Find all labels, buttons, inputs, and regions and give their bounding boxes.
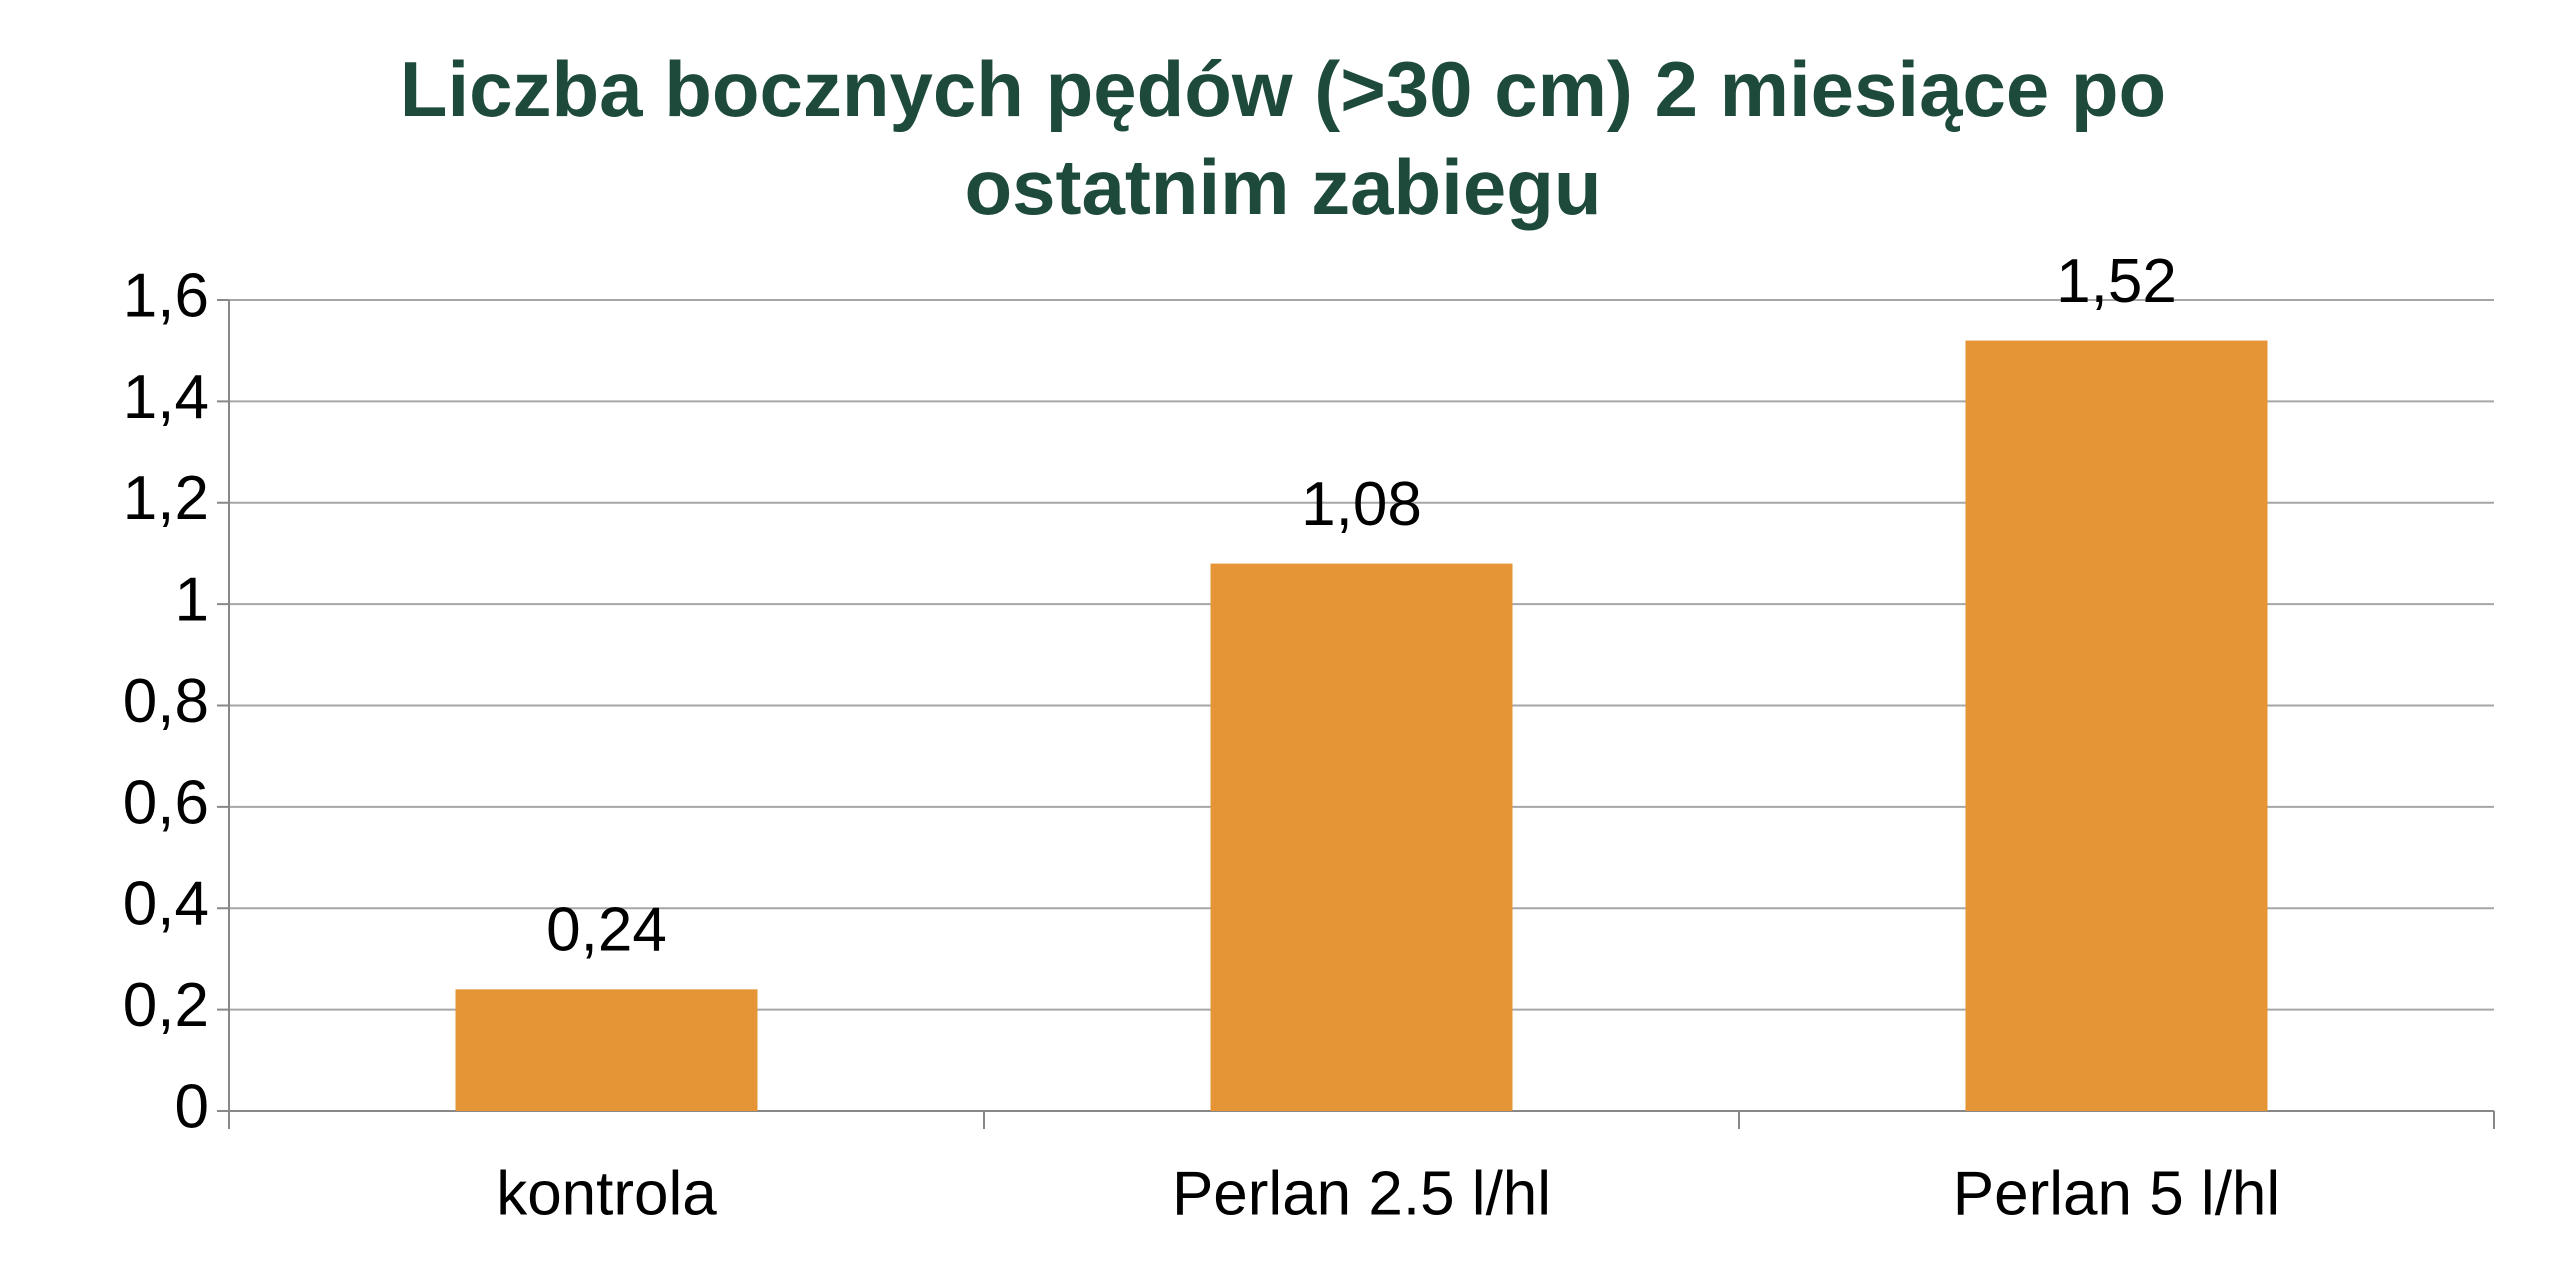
y-tick-label: 1 (175, 566, 209, 635)
x-tick-label: Perlan 5 l/hl (1953, 1159, 2280, 1228)
x-tick-label: Perlan 2.5 l/hl (1172, 1159, 1551, 1228)
bar (1210, 563, 1513, 1111)
y-tick-label: 0,2 (123, 971, 209, 1040)
y-tick-label: 1,4 (123, 363, 209, 432)
y-tick-label: 0,4 (123, 870, 209, 939)
y-tick-label: 1,2 (123, 464, 209, 533)
data-label: 1,52 (2056, 247, 2177, 316)
y-tick-label: 0 (175, 1072, 209, 1141)
bar (455, 989, 758, 1111)
y-tick-label: 1,6 (123, 261, 209, 330)
y-tick-label: 0,6 (123, 768, 209, 837)
chart-title: Liczba bocznych pędów (>30 cm) 2 miesiąc… (399, 45, 2167, 231)
data-label: 1,08 (1301, 470, 1422, 539)
bar (1965, 340, 2268, 1111)
data-label: 0,24 (546, 896, 667, 965)
x-tick-label: kontrola (496, 1159, 717, 1228)
y-tick-label: 0,8 (123, 667, 209, 736)
